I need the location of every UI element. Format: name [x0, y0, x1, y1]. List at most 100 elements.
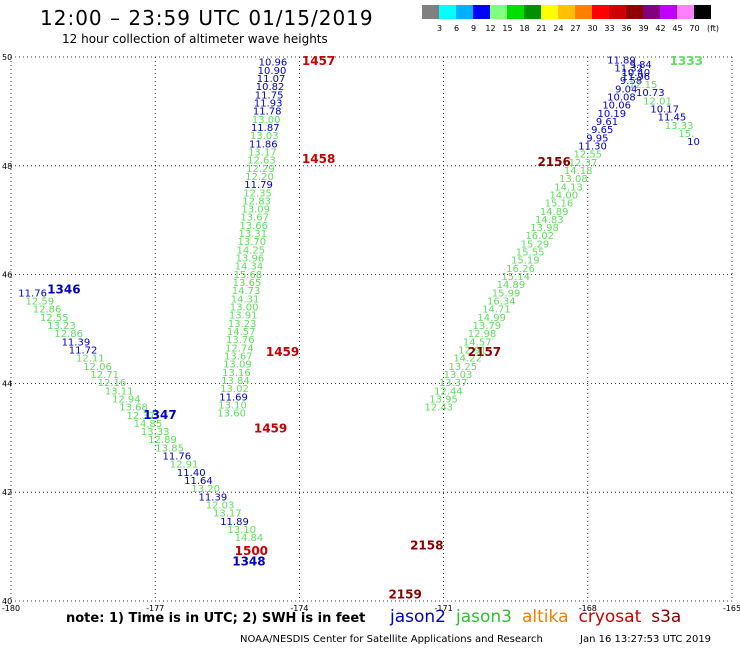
legend-swatch	[439, 5, 456, 19]
wave-height-value: 11.78	[253, 107, 282, 118]
wave-height-value: 13.20	[191, 484, 220, 495]
wave-height-value: 13.84	[221, 376, 250, 387]
wave-height-value: 14.83	[535, 215, 564, 226]
wave-height-value: 10.17	[650, 104, 679, 115]
wave-height-value: 14.84	[235, 533, 264, 544]
wave-height-value: 12.37	[569, 158, 598, 169]
legend-swatch	[541, 5, 558, 19]
wave-height-value: 11.30	[578, 141, 607, 152]
wave-height-value: 16.02	[525, 231, 554, 242]
satellite-name-jason2: jason2	[390, 607, 446, 627]
wave-height-value: 11.39	[199, 492, 228, 503]
wave-height-value: 9.04	[615, 84, 637, 95]
wave-height-value: 13.10	[218, 400, 247, 411]
wave-height-value: 14.57	[463, 337, 492, 348]
wave-height-value: 13.98	[530, 223, 559, 234]
legend-unit: (ft)	[706, 24, 720, 33]
pass-time-label: 1459	[254, 421, 287, 435]
wave-height-value: 13.31	[238, 229, 267, 240]
wave-height-value: 11.79	[244, 180, 273, 191]
wave-height-value: 9.84	[630, 60, 652, 71]
lon-tick-label: -174	[290, 604, 308, 613]
wave-height-value: 14.25	[237, 245, 266, 256]
legend-swatch	[609, 5, 626, 19]
legend-swatch	[592, 5, 609, 19]
wave-height-value: 11.69	[219, 392, 248, 403]
legend-value: 9	[470, 24, 477, 33]
wave-height-value: 9.58	[620, 76, 642, 87]
wave-height-value: 11.39	[62, 337, 91, 348]
wave-height-value: 13.79	[473, 321, 502, 332]
wave-height-value: 13.70	[237, 237, 266, 248]
wave-height-value: 13.03	[444, 370, 473, 381]
lat-tick-label: 40	[2, 597, 12, 606]
units-note: note: 1) Time is in UTC; 2) SWH is in fe…	[66, 611, 366, 626]
wave-height-value: 12.35	[243, 188, 272, 199]
legend-swatch	[507, 5, 524, 19]
wave-height-value: 10.96	[259, 58, 288, 69]
wave-height-value: 15.68	[234, 270, 263, 281]
wave-height-value: 15.29	[521, 239, 550, 250]
wave-height-value: 13.67	[224, 351, 253, 362]
wave-height-value: 15.55	[516, 248, 545, 259]
wave-height-value: 12.20	[245, 172, 274, 183]
wave-height-value: 12.55	[40, 313, 69, 324]
legend-value: 24	[553, 24, 564, 33]
pass-time-label: 1500	[235, 544, 268, 558]
wave-height-value: 11.76	[18, 288, 47, 299]
wave-height-value: 13.10	[227, 525, 256, 536]
wave-height-value: 12.43	[424, 403, 453, 414]
lat-tick-label: 46	[2, 271, 12, 280]
legend-value: 45	[672, 24, 683, 33]
wave-height-value: 13.91	[229, 311, 258, 322]
pass-time-label: 1348	[232, 555, 265, 569]
wave-height-value: 12.55	[573, 150, 602, 161]
legend-value: 3	[436, 24, 443, 33]
legend-swatch	[558, 5, 575, 19]
wave-height-value: 13.17	[248, 147, 277, 158]
wave-height-value: 12.29	[246, 164, 275, 175]
wave-height-value: 11.89	[607, 56, 636, 67]
legend-swatch	[575, 5, 592, 19]
legend-value: 21	[536, 24, 547, 33]
wave-height-value: 13.68	[119, 403, 148, 414]
wave-height-value: 10.73	[636, 88, 665, 99]
legend-swatch	[694, 5, 711, 19]
legend-swatch	[473, 5, 490, 19]
pass-time-label: 1459	[266, 345, 299, 359]
wave-height-value: 11.40	[177, 468, 206, 479]
wave-height-value: 14.18	[564, 166, 593, 177]
wave-height-value: 14.57	[227, 327, 256, 338]
lon-tick-label: -171	[435, 604, 453, 613]
legend-value: 12	[485, 24, 496, 33]
wave-height-value: 13.17	[213, 509, 242, 520]
lon-tick-label: -177	[146, 604, 164, 613]
map-title: 12:00 – 23:59 UTC 01/15/2019	[40, 6, 374, 30]
wave-height-value: 13.76	[226, 335, 255, 346]
satellite-name-jason3: jason3	[456, 607, 512, 627]
lon-tick-label: -180	[2, 604, 20, 613]
satellite-name-s3a: s3a	[651, 607, 682, 627]
wave-height-value: 14.22	[453, 354, 482, 365]
wave-height-value: 13.02	[220, 384, 249, 395]
wave-height-value: 13.00	[252, 115, 281, 126]
wave-height-value: 11.93	[254, 99, 283, 110]
wave-height-value: 12.83	[242, 196, 271, 207]
wave-height-value: 13.23	[47, 321, 76, 332]
legend-value: 36	[621, 24, 632, 33]
wave-height-value: 13.11	[105, 386, 134, 397]
wave-height-value: 10.82	[256, 82, 285, 93]
wave-height-value: 12.16	[98, 378, 127, 389]
wave-height-value: 15.16	[545, 199, 574, 210]
legend-swatch	[422, 5, 439, 19]
wave-height-value: 13.03	[250, 131, 279, 142]
wave-height-value: 12.91	[170, 460, 199, 471]
wave-height-value: 13.33	[665, 121, 694, 132]
wave-height-value: 11.89	[220, 517, 249, 528]
pass-time-label: 1346	[47, 283, 80, 297]
wave-height-value: 12.91	[458, 345, 487, 356]
wave-height-value: 10.19	[598, 109, 627, 120]
wave-height-value: 10	[687, 137, 700, 148]
wave-height-value: 14.34	[235, 262, 264, 273]
